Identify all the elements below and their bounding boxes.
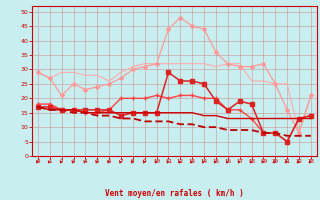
Text: Vent moyen/en rafales ( km/h ): Vent moyen/en rafales ( km/h ) [105, 189, 244, 198]
